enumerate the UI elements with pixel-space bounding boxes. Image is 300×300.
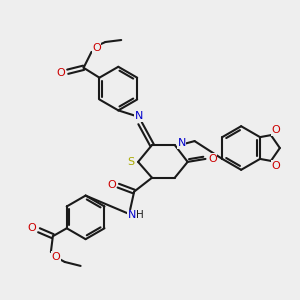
Text: O: O (92, 43, 101, 53)
Text: O: O (208, 154, 217, 164)
Text: O: O (28, 223, 36, 233)
Text: N: N (128, 210, 136, 220)
Text: O: O (52, 252, 60, 262)
Text: O: O (56, 68, 65, 78)
Text: O: O (272, 161, 280, 171)
Text: N: N (135, 111, 143, 121)
Text: N: N (178, 138, 186, 148)
Text: H: H (136, 210, 144, 220)
Text: S: S (128, 157, 135, 167)
Text: O: O (107, 180, 116, 190)
Text: O: O (272, 125, 280, 135)
